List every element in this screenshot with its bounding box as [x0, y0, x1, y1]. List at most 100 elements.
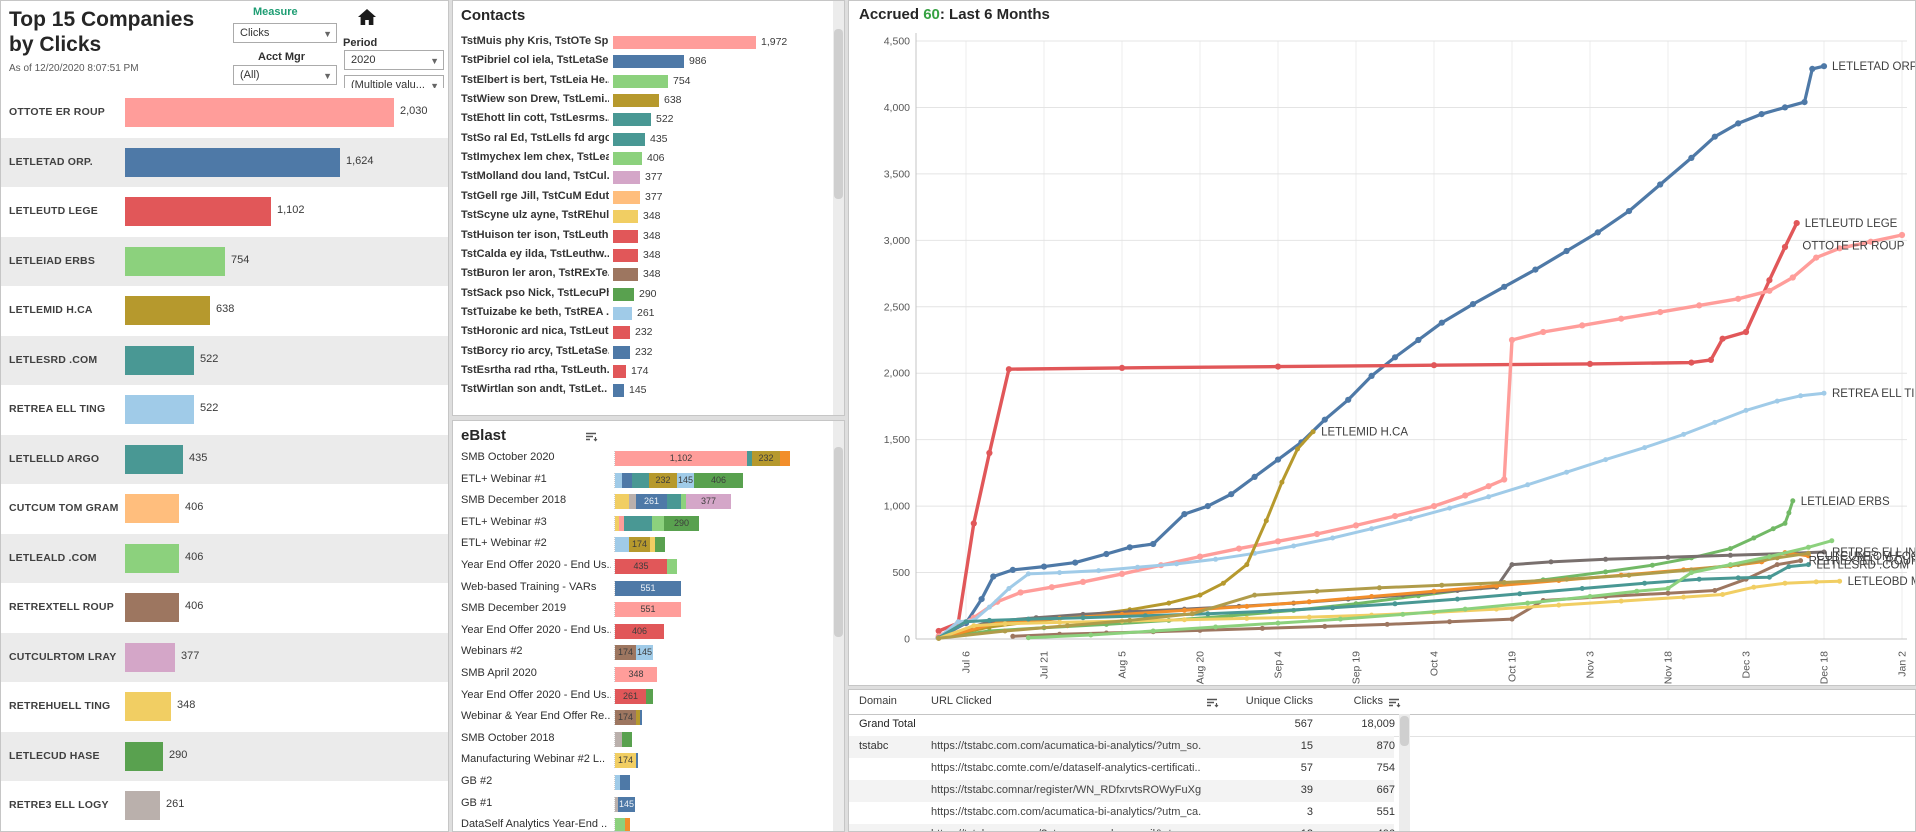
bar-row[interactable]: RETREHUELL TING 348 — [1, 682, 448, 732]
bar-segment[interactable] — [615, 537, 629, 553]
contact-row[interactable]: TstHoronic ard nica, TstLeut.. 232 — [453, 323, 833, 342]
bar-segment[interactable] — [615, 515, 619, 531]
url-cell[interactable]: https://tstabc.comcom/?utm_source=hs_ema… — [931, 828, 1201, 831]
stacked-bar[interactable]: 261 377 — [614, 494, 731, 510]
eblast-scrollbar-thumb[interactable] — [834, 447, 843, 637]
col-clicks[interactable]: Clicks — [1353, 695, 1383, 707]
bar-segment[interactable] — [632, 472, 649, 488]
bar-segment[interactable]: 406 — [615, 623, 664, 639]
url-cell[interactable]: https://tstabc.comte.com/e/dataself-anal… — [931, 762, 1201, 774]
stacked-bar[interactable]: 551 — [614, 580, 681, 596]
contact-row[interactable]: TstSack pso Nick, TstLecuPh.. 290 — [453, 285, 833, 304]
contact-row[interactable]: TstCalda ey ilda, TstLeuthw.. 348 — [453, 246, 833, 265]
bar-segment[interactable] — [622, 472, 632, 488]
bar[interactable] — [613, 210, 638, 224]
eblast-row[interactable]: Web-based Training - VARs 551 — [453, 578, 833, 600]
contact-row[interactable]: TstHuison ter ison, TstLeuth.. 348 — [453, 227, 833, 246]
bar[interactable] — [125, 494, 179, 524]
col-unique-clicks[interactable]: Unique Clicks — [1245, 695, 1313, 707]
bar[interactable] — [125, 791, 160, 821]
bar-segment[interactable] — [624, 515, 652, 531]
stacked-bar[interactable]: 551 — [614, 602, 681, 618]
bar-segment[interactable]: 551 — [615, 580, 681, 596]
bar-row[interactable]: LETLESRD .COM 522 — [1, 335, 448, 386]
bar-segment[interactable]: 551 — [615, 602, 681, 618]
bar-segment[interactable] — [629, 494, 636, 510]
line-series-12[interactable] — [1025, 538, 1835, 641]
bar-segment[interactable]: 406 — [694, 472, 743, 488]
contact-row[interactable]: TstTuizabe ke beth, TstREA .. 261 — [453, 304, 833, 323]
contact-row[interactable]: TstBorcy rio arcy, TstLetaSe.. 232 — [453, 343, 833, 362]
bar-segment[interactable] — [622, 731, 632, 747]
bar[interactable] — [125, 444, 183, 474]
bar-segment[interactable] — [636, 753, 638, 769]
bar-segment[interactable] — [615, 775, 620, 790]
bar[interactable] — [125, 345, 194, 375]
stacked-bar[interactable]: 348 — [614, 667, 657, 682]
bar-segment[interactable] — [646, 688, 653, 704]
bar[interactable] — [125, 593, 179, 623]
bar-row[interactable]: CUTCUM TOM GRAM 406 — [1, 484, 448, 534]
eblast-scrollbar[interactable] — [833, 421, 844, 831]
contact-row[interactable]: TstWiew son Drew, TstLemi.. 638 — [453, 91, 833, 110]
bar-row[interactable]: OTTOTE ER ROUP 2,030 — [1, 88, 448, 138]
eblast-row[interactable]: GB #2 — [453, 772, 833, 794]
bar[interactable] — [125, 147, 340, 177]
sort-icon[interactable] — [585, 430, 598, 448]
bar-segment[interactable]: 174 — [615, 645, 636, 661]
bar[interactable] — [613, 384, 624, 398]
table-row[interactable]: https://tstabc.com.com/acumatica-bi-anal… — [849, 802, 1395, 824]
stacked-bar[interactable] — [614, 731, 632, 747]
contacts-scrollbar[interactable] — [833, 1, 844, 415]
eblast-row[interactable]: SMB December 2018 261 377 — [453, 491, 833, 513]
bar-segment[interactable]: 145 — [618, 796, 635, 812]
contacts-scrollbar-thumb[interactable] — [834, 29, 843, 199]
line-series-2[interactable] — [935, 231, 1906, 640]
bar-segment[interactable] — [615, 796, 618, 812]
bar[interactable] — [125, 98, 394, 127]
bar-segment[interactable] — [747, 451, 752, 466]
url-cell[interactable]: https://tstabc.comnar/register/WN_RDfxrv… — [931, 784, 1201, 796]
eblast-row[interactable]: DataSelf Analytics Year-End .. — [453, 815, 833, 831]
home-icon[interactable] — [357, 8, 377, 26]
bar[interactable] — [613, 55, 684, 69]
bar-row[interactable]: RETRE3 ELL LOGY 261 — [1, 781, 448, 831]
bar[interactable] — [613, 36, 756, 49]
stacked-bar[interactable]: 1,102 232 — [614, 451, 790, 466]
filter-icon[interactable] — [1206, 696, 1219, 714]
eblast-row[interactable]: SMB December 2019 551 — [453, 599, 833, 621]
bar[interactable] — [125, 296, 210, 326]
stacked-bar[interactable] — [614, 818, 630, 831]
line-series-0[interactable] — [935, 63, 1828, 641]
bar-segment[interactable] — [620, 775, 630, 790]
contact-row[interactable]: TstSo ral Ed, TstLells fd argo 435 — [453, 130, 833, 149]
bar[interactable] — [613, 364, 626, 378]
contact-row[interactable]: TstGell rge Jill, TstCuM Edut.. 377 — [453, 188, 833, 207]
bar-segment[interactable] — [681, 494, 686, 510]
contact-row[interactable]: TstMolland dou land, TstCul.. 377 — [453, 168, 833, 187]
eblast-row[interactable]: SMB April 2020 348 — [453, 664, 833, 686]
bar-row[interactable]: RETREA ELL TING 522 — [1, 385, 448, 435]
bar[interactable] — [613, 268, 638, 282]
bar[interactable] — [613, 113, 651, 127]
bar-segment[interactable]: 174 — [615, 710, 636, 726]
contact-row[interactable]: TstElbert is bert, TstLeia He.. 754 — [453, 72, 833, 91]
bar-segment[interactable]: 261 — [615, 688, 646, 704]
bar[interactable] — [613, 152, 642, 166]
bar-segment[interactable]: 174 — [615, 753, 636, 769]
bar[interactable] — [613, 171, 640, 185]
bar[interactable] — [125, 246, 225, 276]
bar[interactable] — [613, 326, 630, 340]
bar-segment[interactable] — [667, 559, 677, 574]
bar-segment[interactable]: 1,102 — [615, 451, 747, 466]
bar[interactable] — [125, 197, 271, 227]
contact-row[interactable]: TstWirtlan son andt, TstLet.. 145 — [453, 381, 833, 400]
bar-segment[interactable] — [615, 731, 622, 747]
bar[interactable] — [613, 229, 638, 243]
period-dropdown[interactable]: 2020 ▼ — [344, 50, 444, 70]
line-series-5[interactable] — [936, 429, 1316, 641]
bar[interactable] — [125, 741, 163, 771]
eblast-row[interactable]: ETL+ Webinar #3 290 — [453, 513, 833, 535]
bar-row[interactable]: LETLELLD ARGO 435 — [1, 434, 448, 485]
bar-segment[interactable] — [636, 710, 640, 726]
